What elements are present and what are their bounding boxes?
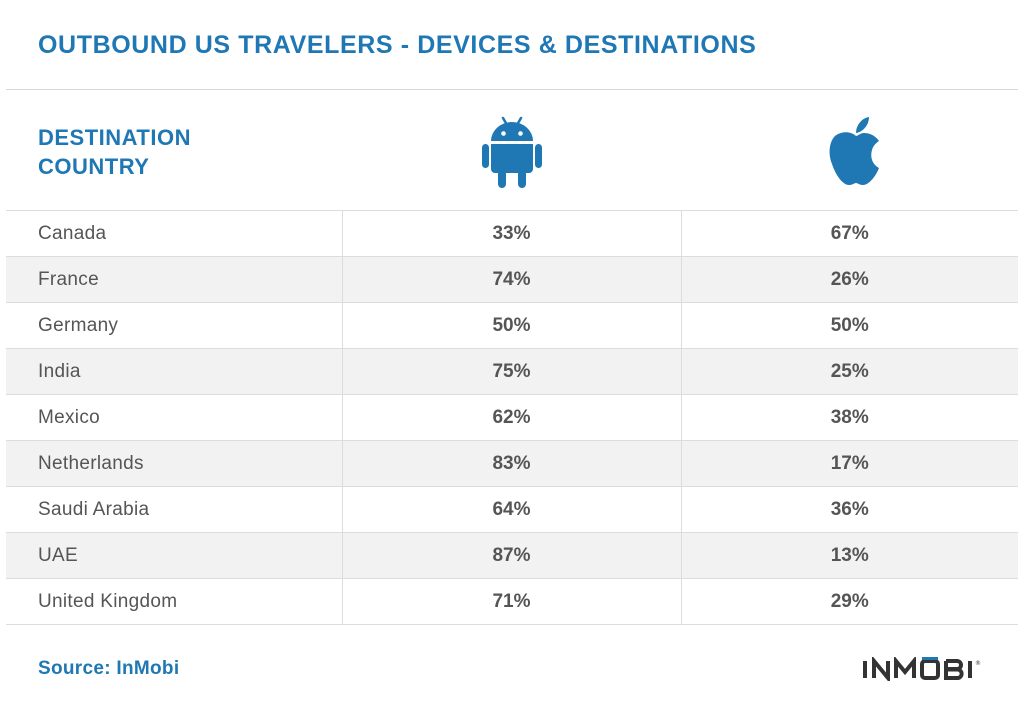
android-share-cell: 83% (341, 440, 681, 487)
table-row: France 74% 26% (6, 256, 1018, 303)
android-share-cell: 74% (341, 256, 681, 303)
android-share-cell: 75% (341, 348, 681, 395)
android-share-cell: 87% (341, 532, 681, 579)
apple-share-cell: 26% (680, 256, 1018, 303)
table-row: Germany 50% 50% (6, 302, 1018, 349)
android-share-cell: 62% (341, 394, 681, 441)
svg-text:®: ® (975, 660, 981, 667)
table-row: United Kingdom 71% 29% (6, 578, 1018, 625)
apple-share-cell: 25% (680, 348, 1018, 395)
android-share-cell: 33% (341, 210, 681, 257)
apple-share-cell: 67% (680, 210, 1018, 257)
table-row: UAE 87% 13% (6, 532, 1018, 579)
country-cell: UAE (6, 532, 342, 579)
country-cell: France (6, 256, 342, 303)
source-note: Source: InMobi (38, 658, 180, 679)
apple-share-cell: 13% (680, 532, 1018, 579)
apple-share-cell: 38% (680, 394, 1018, 441)
table-body: Canada 33% 67% France 74% 26% Germany 50… (6, 210, 1018, 625)
android-share-cell: 50% (341, 302, 681, 349)
country-cell: Mexico (6, 394, 342, 441)
country-cell: United Kingdom (6, 578, 342, 625)
devices-table: Canada 33% 67% France 74% 26% Germany 50… (6, 210, 1018, 625)
destination-country-header: DESTINATION COUNTRY (38, 125, 191, 179)
apple-share-cell: 50% (680, 302, 1018, 349)
country-cell: Netherlands (6, 440, 342, 487)
apple-icon (826, 116, 886, 188)
country-cell: Canada (6, 210, 342, 257)
android-share-cell: 71% (341, 578, 681, 625)
table-row: India 75% 25% (6, 348, 1018, 395)
country-cell: Germany (6, 302, 342, 349)
country-cell: Saudi Arabia (6, 486, 342, 533)
table-row: Netherlands 83% 17% (6, 440, 1018, 487)
country-cell: India (6, 348, 342, 395)
android-icon (482, 116, 542, 188)
apple-share-cell: 36% (680, 486, 1018, 533)
table-row: Mexico 62% 38% (6, 394, 1018, 441)
page-title: OUTBOUND US TRAVELERS - DEVICES & DESTIN… (38, 31, 757, 59)
apple-share-cell: 29% (680, 578, 1018, 625)
table-row: Saudi Arabia 64% 36% (6, 486, 1018, 533)
table-row: Canada 33% 67% (6, 210, 1018, 257)
header-divider (6, 89, 1018, 90)
inmobi-logo: ® (862, 657, 986, 681)
android-share-cell: 64% (341, 486, 681, 533)
apple-share-cell: 17% (680, 440, 1018, 487)
